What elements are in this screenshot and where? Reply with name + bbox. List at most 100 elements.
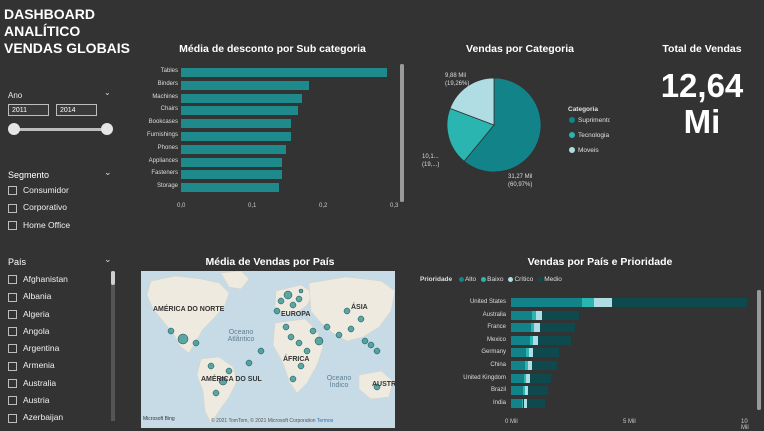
discount-bar[interactable] bbox=[181, 93, 302, 103]
country-option[interactable]: Austria bbox=[8, 392, 68, 409]
map-terms-link[interactable]: Termos bbox=[316, 418, 334, 424]
map-bubble[interactable] bbox=[177, 333, 189, 345]
country-scrollbar[interactable] bbox=[111, 271, 115, 421]
priority-bar-segment-alto[interactable] bbox=[511, 398, 522, 408]
checkbox-icon[interactable] bbox=[8, 396, 17, 406]
segment-chevron-icon[interactable]: ⌄ bbox=[104, 167, 112, 177]
priority-bar-segment-medio[interactable] bbox=[533, 348, 560, 358]
checkbox-icon[interactable] bbox=[8, 344, 17, 354]
map-bubble[interactable] bbox=[218, 376, 228, 386]
checkbox-icon[interactable] bbox=[8, 379, 17, 389]
priority-bar-segment-alto[interactable] bbox=[511, 323, 532, 333]
priority-bar-segment-medio[interactable] bbox=[527, 386, 549, 396]
map-bubble[interactable] bbox=[309, 327, 317, 335]
priority-bar-segment-baixo[interactable] bbox=[525, 361, 528, 370]
country-option[interactable]: Algeria bbox=[8, 306, 68, 323]
priority-bar-segment-medio[interactable] bbox=[529, 373, 552, 383]
discount-bar[interactable] bbox=[181, 68, 387, 77]
country-option[interactable]: Albania bbox=[8, 288, 68, 305]
discount-chart-scrollbar-thumb[interactable] bbox=[400, 64, 404, 202]
year-chevron-icon[interactable]: ⌄ bbox=[104, 88, 111, 97]
priority-bar-segment-alto[interactable] bbox=[511, 348, 527, 358]
country-scrollbar-thumb[interactable] bbox=[111, 271, 115, 285]
map-bubble[interactable] bbox=[297, 362, 305, 370]
priority-bar-segment-alto[interactable] bbox=[511, 373, 524, 383]
country-option[interactable]: Azerbaijan bbox=[8, 409, 68, 426]
priority-bar-segment-alto[interactable] bbox=[511, 386, 523, 396]
priority-bar-segment-crítico[interactable] bbox=[524, 386, 528, 396]
map-bubble[interactable] bbox=[373, 347, 381, 355]
discount-bar[interactable] bbox=[181, 144, 287, 154]
pie-slice-moveis[interactable] bbox=[449, 77, 495, 126]
checkbox-icon[interactable] bbox=[8, 309, 17, 319]
checkbox-icon[interactable] bbox=[8, 220, 17, 230]
map-bubble[interactable] bbox=[373, 383, 381, 391]
priority-legend-item[interactable]: Crítico bbox=[508, 276, 533, 283]
country-option[interactable]: Armenia bbox=[8, 357, 68, 374]
discount-bar[interactable] bbox=[181, 80, 309, 90]
priority-bar-segment-crítico[interactable] bbox=[527, 361, 532, 370]
segment-option[interactable]: Home Office bbox=[8, 217, 70, 234]
map-bubble[interactable] bbox=[277, 297, 285, 305]
pie-legend-label[interactable]: Moveis bbox=[578, 147, 599, 154]
checkbox-icon[interactable] bbox=[8, 413, 17, 423]
priority-chart-scrollbar-thumb[interactable] bbox=[757, 290, 761, 410]
map-bubble[interactable] bbox=[225, 367, 233, 375]
map-bubble[interactable] bbox=[335, 331, 343, 339]
priority-bar-segment-alto[interactable] bbox=[511, 335, 530, 345]
priority-bar-segment-crítico[interactable] bbox=[534, 323, 540, 333]
priority-bar-segment-baixo[interactable] bbox=[531, 323, 535, 333]
map-bubble[interactable] bbox=[343, 307, 351, 315]
segment-option[interactable]: Corporativo bbox=[8, 199, 70, 216]
priority-bar-segment-baixo[interactable] bbox=[523, 373, 527, 383]
country-option[interactable]: Angola bbox=[8, 323, 68, 340]
map-bubble[interactable] bbox=[361, 337, 369, 345]
priority-bar-segment-alto[interactable] bbox=[511, 298, 582, 307]
country-option[interactable]: Australia bbox=[8, 375, 68, 392]
sales-map[interactable]: AMÉRICA DO NORTE AMÉRICA DO SUL EUROPA Á… bbox=[141, 271, 395, 428]
map-bubble[interactable] bbox=[298, 288, 304, 294]
year-to-input[interactable]: 2014 bbox=[56, 104, 97, 116]
year-slider-track[interactable] bbox=[13, 128, 107, 131]
discount-bar[interactable] bbox=[181, 132, 292, 141]
priority-legend-item[interactable]: Medio bbox=[538, 276, 562, 283]
map-bubble[interactable] bbox=[207, 362, 215, 370]
map-bubble[interactable] bbox=[314, 336, 324, 346]
map-bubble[interactable] bbox=[289, 375, 297, 383]
year-from-input[interactable]: 2011 bbox=[8, 104, 49, 116]
map-bubble[interactable] bbox=[273, 307, 281, 315]
map-bubble[interactable] bbox=[245, 359, 253, 367]
checkbox-icon[interactable] bbox=[8, 361, 17, 371]
pie-legend-label[interactable]: Tecnologia bbox=[578, 132, 609, 139]
discount-bar[interactable] bbox=[181, 119, 292, 129]
priority-bar-segment-crítico[interactable] bbox=[532, 335, 539, 345]
map-bubble[interactable] bbox=[282, 323, 290, 331]
priority-bar-segment-baixo[interactable] bbox=[581, 298, 594, 307]
map-bubble[interactable] bbox=[367, 341, 375, 349]
priority-bar-segment-medio[interactable] bbox=[526, 398, 546, 408]
priority-bar-segment-crítico[interactable] bbox=[593, 298, 613, 307]
priority-bar-segment-medio[interactable] bbox=[531, 361, 558, 370]
priority-bar-segment-medio[interactable] bbox=[541, 310, 580, 320]
checkbox-icon[interactable] bbox=[8, 275, 17, 285]
discount-bar[interactable] bbox=[181, 157, 282, 167]
map-bubble[interactable] bbox=[212, 389, 220, 397]
discount-bar[interactable] bbox=[181, 106, 299, 116]
checkbox-icon[interactable] bbox=[8, 327, 17, 337]
map-bubble[interactable] bbox=[357, 315, 365, 323]
map-bubble[interactable] bbox=[287, 333, 295, 341]
priority-bar-segment-crítico[interactable] bbox=[535, 310, 542, 320]
country-option[interactable]: Afghanistan bbox=[8, 271, 68, 288]
pie-slice-suprimentos[interactable] bbox=[463, 77, 542, 173]
priority-bar-segment-crítico[interactable] bbox=[526, 373, 530, 383]
priority-bar-segment-crítico[interactable] bbox=[528, 348, 534, 358]
priority-bar-segment-baixo[interactable] bbox=[522, 386, 525, 396]
map-bubble[interactable] bbox=[167, 327, 175, 335]
checkbox-icon[interactable] bbox=[8, 203, 17, 213]
country-chevron-icon[interactable]: ⌄ bbox=[104, 254, 112, 264]
map-bubble[interactable] bbox=[257, 347, 265, 355]
priority-bar-segment-medio[interactable] bbox=[612, 298, 747, 307]
discount-bar[interactable] bbox=[181, 170, 282, 180]
checkbox-icon[interactable] bbox=[8, 186, 17, 196]
priority-bar-segment-baixo[interactable] bbox=[526, 348, 529, 358]
